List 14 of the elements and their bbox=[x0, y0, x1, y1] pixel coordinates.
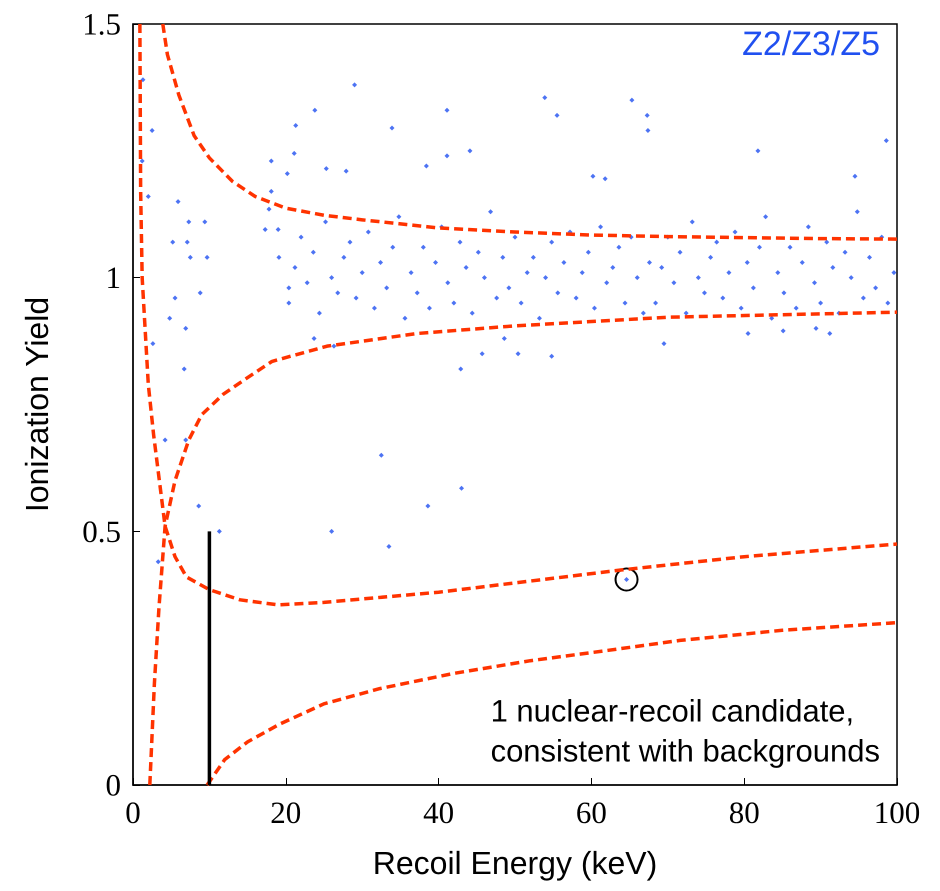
x-tick-label: 80 bbox=[728, 795, 760, 830]
y-axis-title: Ionization Yield bbox=[19, 296, 55, 512]
annotation: 1 nuclear-recoil candidate, consistent with backgrounds bbox=[490, 694, 880, 768]
line-series bbox=[161, 22, 899, 241]
y-tick-label: 1.5 bbox=[82, 6, 121, 42]
x-tick-label: 40 bbox=[423, 795, 454, 830]
text: Z2/Z3/Z5 bbox=[742, 25, 880, 63]
x-axis-title: Recoil Energy (keV) bbox=[372, 845, 658, 881]
x-tick-label: 60 bbox=[576, 795, 607, 830]
x-tick-label: 20 bbox=[270, 795, 302, 830]
y-tick-label: 0 bbox=[106, 768, 121, 802]
y-tick-label: 1 bbox=[106, 260, 121, 296]
x-tick-label: 100 bbox=[874, 795, 920, 830]
y-tick-label: 0.5 bbox=[82, 514, 121, 549]
